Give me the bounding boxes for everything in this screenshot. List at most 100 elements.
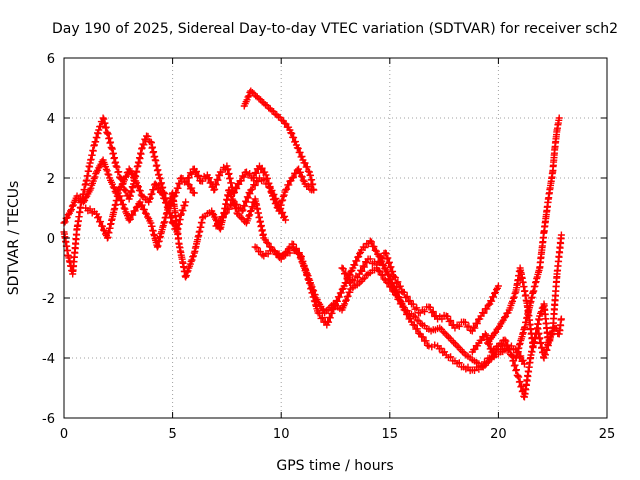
data-marker	[136, 187, 144, 195]
data-marker	[400, 288, 408, 296]
data-marker	[237, 177, 245, 185]
data-marker	[387, 263, 395, 271]
data-point	[190, 189, 198, 197]
data-marker	[361, 244, 369, 252]
data-marker	[280, 191, 288, 199]
data-marker	[174, 184, 182, 192]
data-marker	[406, 297, 414, 305]
data-point	[184, 180, 192, 188]
data-point	[501, 336, 509, 344]
data-marker	[432, 312, 440, 320]
data-marker	[285, 181, 293, 189]
data-marker	[249, 203, 257, 211]
data-marker	[455, 322, 463, 330]
data-point	[80, 198, 88, 206]
data-marker	[222, 209, 230, 217]
data-marker	[252, 169, 260, 177]
data-marker	[232, 183, 240, 191]
data-point	[484, 339, 492, 347]
data-marker	[240, 173, 248, 181]
data-marker	[461, 318, 469, 326]
data-marker	[480, 309, 488, 317]
data-marker	[246, 190, 254, 198]
data-marker	[341, 297, 349, 305]
data-marker	[518, 382, 526, 390]
data-marker	[450, 338, 458, 346]
data-marker	[270, 190, 278, 198]
data-marker	[211, 185, 219, 193]
data-marker	[138, 201, 146, 209]
data-marker	[244, 194, 252, 202]
data-marker	[279, 192, 287, 200]
data-marker	[301, 159, 309, 167]
data-marker	[113, 163, 121, 171]
data-marker	[280, 252, 288, 260]
data-point	[158, 189, 166, 197]
data-marker	[546, 335, 554, 343]
data-marker	[447, 353, 455, 361]
data-marker	[194, 173, 202, 181]
data-marker	[303, 272, 311, 280]
data-marker	[64, 211, 72, 219]
data-marker	[261, 101, 269, 109]
data-marker	[121, 173, 129, 181]
data-marker	[99, 222, 107, 230]
data-marker	[429, 308, 437, 316]
data-marker	[344, 292, 352, 300]
data-marker	[288, 130, 296, 138]
data-marker	[241, 202, 249, 210]
data-marker	[289, 173, 297, 181]
data-marker	[393, 289, 401, 297]
data-point	[247, 186, 255, 194]
data-marker	[266, 183, 274, 191]
data-marker	[254, 178, 262, 186]
data-marker	[335, 293, 343, 301]
y-tick-label: 2	[47, 172, 55, 187]
data-marker	[299, 257, 307, 265]
data-marker	[209, 209, 217, 217]
data-marker	[295, 249, 303, 257]
data-marker	[428, 309, 436, 317]
data-marker	[351, 261, 359, 269]
series-arc-12	[512, 114, 563, 362]
data-marker	[402, 294, 410, 302]
data-marker	[179, 207, 187, 215]
data-marker	[176, 180, 184, 188]
data-marker	[410, 321, 418, 329]
data-marker	[421, 308, 429, 316]
data-marker	[263, 174, 271, 182]
data-marker	[298, 153, 306, 161]
data-point	[310, 186, 318, 194]
data-marker	[411, 305, 419, 313]
data-marker	[131, 207, 139, 215]
data-marker	[376, 259, 384, 267]
data-marker	[385, 259, 393, 267]
data-point	[238, 207, 246, 215]
data-marker	[513, 366, 520, 374]
data-marker	[159, 190, 167, 198]
data-marker	[376, 268, 384, 276]
data-marker	[324, 317, 332, 325]
series-arc-3	[82, 186, 294, 281]
x-tick-label: 20	[490, 427, 507, 442]
data-marker	[519, 356, 527, 364]
data-marker	[122, 172, 130, 180]
data-marker	[517, 383, 525, 391]
data-point	[540, 354, 548, 362]
data-marker	[247, 207, 255, 215]
data-point	[95, 126, 103, 134]
data-marker	[393, 279, 401, 287]
data-marker	[207, 178, 215, 186]
data-marker	[188, 170, 196, 178]
data-marker	[542, 345, 550, 353]
data-marker	[100, 227, 108, 235]
series-arc-1	[60, 114, 190, 278]
data-point	[557, 231, 565, 239]
data-marker	[248, 185, 256, 193]
data-marker	[279, 208, 287, 216]
data-marker	[246, 211, 254, 219]
data-point	[251, 243, 259, 251]
data-marker	[146, 194, 154, 202]
data-marker	[504, 341, 512, 349]
